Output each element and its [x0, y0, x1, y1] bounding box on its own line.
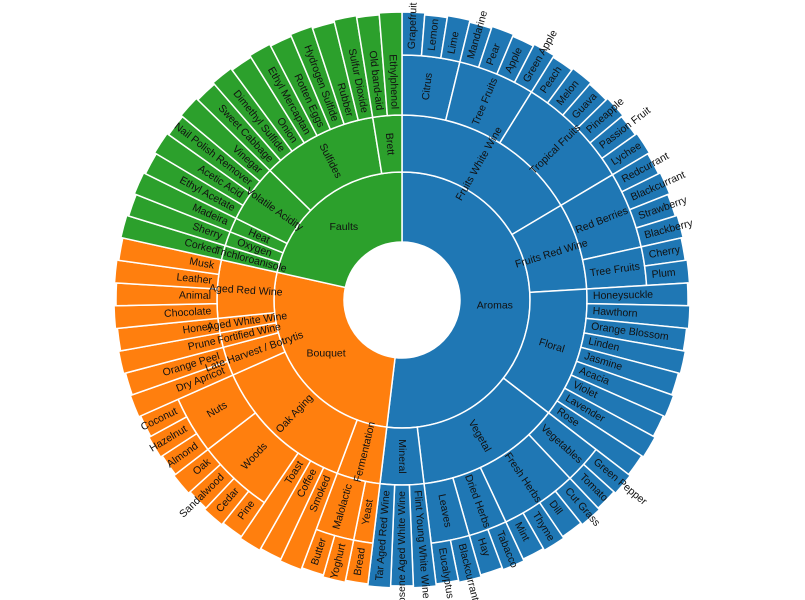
- segment-label: Aged Red Wine: [209, 282, 283, 298]
- segment-label: Bread: [352, 547, 368, 577]
- segment-ethylphenol[interactable]: [378, 11, 403, 117]
- segment-label: Kerosene Aged White Wine: [396, 491, 408, 600]
- segment-label: Prune: [187, 335, 217, 353]
- segment-label: Lime: [445, 30, 461, 55]
- segment-label: Grapefruit: [406, 2, 420, 49]
- segment-label: Cherry: [648, 243, 682, 261]
- segment-label: Plum: [651, 267, 676, 281]
- segment-label: Animal: [179, 289, 211, 302]
- segment-label: Brett: [383, 132, 397, 155]
- segment-label: Musk: [188, 255, 216, 271]
- segment-label: Chocolate: [164, 305, 212, 320]
- segment-label: Honey: [182, 320, 214, 336]
- segment-label: Faults: [330, 221, 359, 233]
- segment-label: Mineral: [396, 439, 408, 473]
- segment-label: Yeast: [360, 498, 376, 526]
- segment-label: Citrus: [420, 72, 435, 101]
- segment-label: Lemon: [426, 18, 442, 51]
- segment-label: Bouquet: [307, 348, 346, 360]
- segment-label: Ethylphenol: [386, 54, 400, 109]
- segment-label: Hay: [475, 536, 492, 558]
- segment-label: Honeysuckle: [593, 289, 654, 302]
- segment-label: Leather: [176, 271, 213, 287]
- segments: [113, 11, 691, 589]
- segment-label: Hawthorn: [592, 305, 638, 320]
- segment-label: Aromas: [477, 299, 513, 311]
